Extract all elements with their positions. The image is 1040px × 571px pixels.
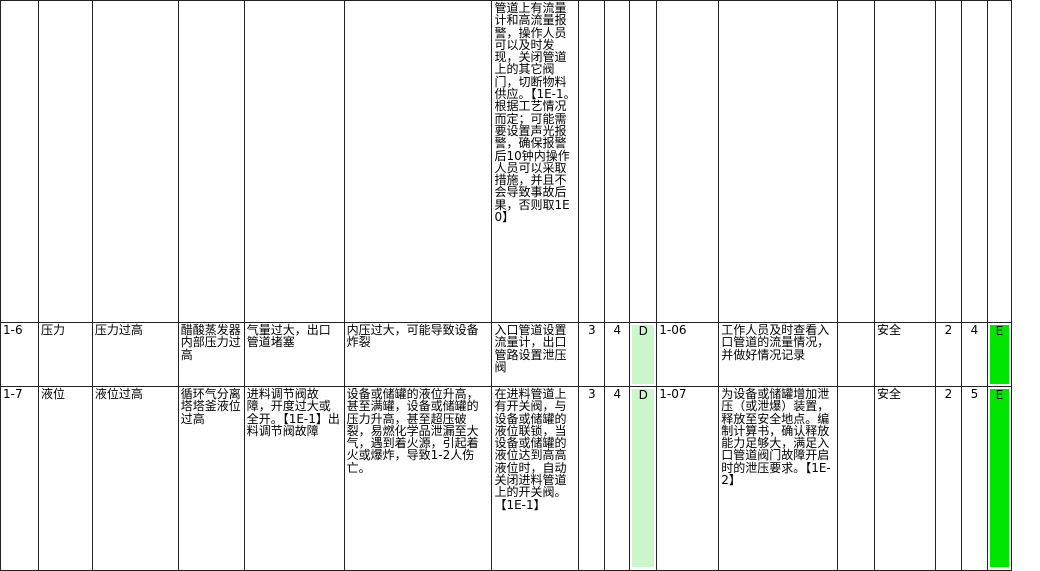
cell-deviation[interactable]: 压力过高 [91, 322, 179, 387]
cell-cause[interactable]: 气量过大，出口管道堵塞 [243, 322, 345, 387]
cell-blank[interactable] [837, 0, 876, 323]
cell-likelihood[interactable] [604, 0, 631, 323]
cell-category[interactable]: 安全 [874, 322, 936, 387]
cell-severity-after[interactable]: 2 [934, 386, 962, 571]
cell-ref[interactable]: 1-07 [656, 386, 720, 571]
empty-area [1011, 387, 1039, 571]
cell-cause-location[interactable] [177, 0, 245, 323]
cell-severity-after[interactable] [934, 0, 962, 323]
cell-risk-after[interactable] [986, 0, 1012, 323]
cell-parameter[interactable]: 液位 [37, 386, 93, 571]
cell-consequence[interactable]: 内压过大，可能导致设备炸裂 [343, 322, 493, 387]
cell-cause-location[interactable]: 醋酸蒸发器内部压力过高 [177, 322, 245, 387]
cell-likelihood-after[interactable]: 5 [960, 386, 988, 571]
cell-consequence[interactable]: 设备或储罐的液位升高，甚至满罐，设备或储罐的压力升高，甚至超压破裂，易燃化学品泄… [343, 386, 493, 571]
cell-deviation[interactable] [91, 0, 179, 323]
cell-blank[interactable] [837, 322, 876, 387]
cell-safeguard[interactable]: 入口管道设置流量计，出口管路设置泄压阀 [491, 322, 580, 387]
cell-id[interactable]: 1-6 [0, 322, 39, 387]
cell-cause-location[interactable]: 循环气分离塔塔釜液位过高 [177, 386, 245, 571]
cell-id[interactable] [0, 0, 39, 323]
cell-safeguard[interactable]: 管道上有流量计和高流量报警，操作人员可以及时发现，关闭管道上的其它阀门，切断物料… [491, 0, 580, 323]
risk-badge-d: D [632, 389, 655, 567]
cell-parameter[interactable]: 压力 [37, 322, 93, 387]
cell-recommendation[interactable]: 为设备或储罐增加泄压（或泄爆）装置，释放至安全地点。编制计算书，确认释放能力足够… [718, 386, 839, 571]
cell-likelihood[interactable]: 4 [604, 386, 631, 571]
cell-safeguard[interactable]: 在进料管道上有开关阀，与设备或储罐的液位联锁，当设备或储罐的液位达到高高液位时，… [491, 386, 580, 571]
cell-recommendation-text: 工作人员及时查看入口管道的流量情况，并做好情况记录 [721, 324, 830, 362]
cell-severity[interactable] [578, 0, 606, 323]
cell-blank[interactable] [837, 386, 876, 571]
cell-parameter[interactable] [37, 0, 93, 323]
risk-badge-d: D [632, 325, 655, 384]
cell-recommendation[interactable] [718, 0, 839, 323]
cell-deviation[interactable]: 液位过高 [91, 386, 179, 571]
cell-likelihood[interactable]: 4 [604, 322, 631, 387]
cell-severity-after[interactable]: 2 [934, 322, 962, 387]
table-row: 1-7 液位 液位过高 循环气分离塔塔釜液位过高 进料调节阀故障，开度过大或全开… [0, 386, 1040, 571]
cell-consequence[interactable] [343, 0, 493, 323]
cell-severity[interactable]: 3 [578, 386, 606, 571]
cell-severity[interactable]: 3 [578, 322, 606, 387]
cell-likelihood-after[interactable]: 4 [960, 322, 988, 387]
cell-risk-after[interactable]: E [986, 386, 1012, 571]
risk-badge-e: E [989, 389, 1009, 567]
cell-safeguard-text: 入口管道设置流量计，出口管路设置泄压阀 [494, 324, 567, 374]
cell-category[interactable] [874, 0, 936, 323]
cell-risk[interactable]: D [629, 322, 658, 387]
empty-area [1011, 323, 1039, 387]
cell-ref[interactable] [656, 0, 720, 323]
table-row: 管道上有流量计和高流量报警，操作人员可以及时发现，关闭管道上的其它阀门，切断物料… [0, 0, 1040, 323]
cell-id[interactable]: 1-7 [0, 386, 39, 571]
cell-cause[interactable] [243, 0, 345, 323]
cell-risk[interactable] [629, 0, 658, 323]
risk-badge-e: E [989, 325, 1009, 384]
cell-risk-after[interactable]: E [986, 322, 1012, 387]
cell-risk[interactable]: D [629, 386, 658, 571]
cell-recommendation[interactable]: 工作人员及时查看入口管道的流量情况，并做好情况记录 [718, 322, 839, 387]
cell-category[interactable]: 安全 [874, 386, 936, 571]
cell-likelihood-after[interactable] [960, 0, 988, 323]
empty-area [1011, 1, 1039, 323]
table-row: 1-6 压力 压力过高 醋酸蒸发器内部压力过高 气量过大，出口管道堵塞 内压过大… [0, 322, 1040, 387]
cell-cause[interactable]: 进料调节阀故障，开度过大或全开。【1E-1】出料调节阀故障 [243, 386, 345, 571]
cell-ref[interactable]: 1-06 [656, 322, 720, 387]
